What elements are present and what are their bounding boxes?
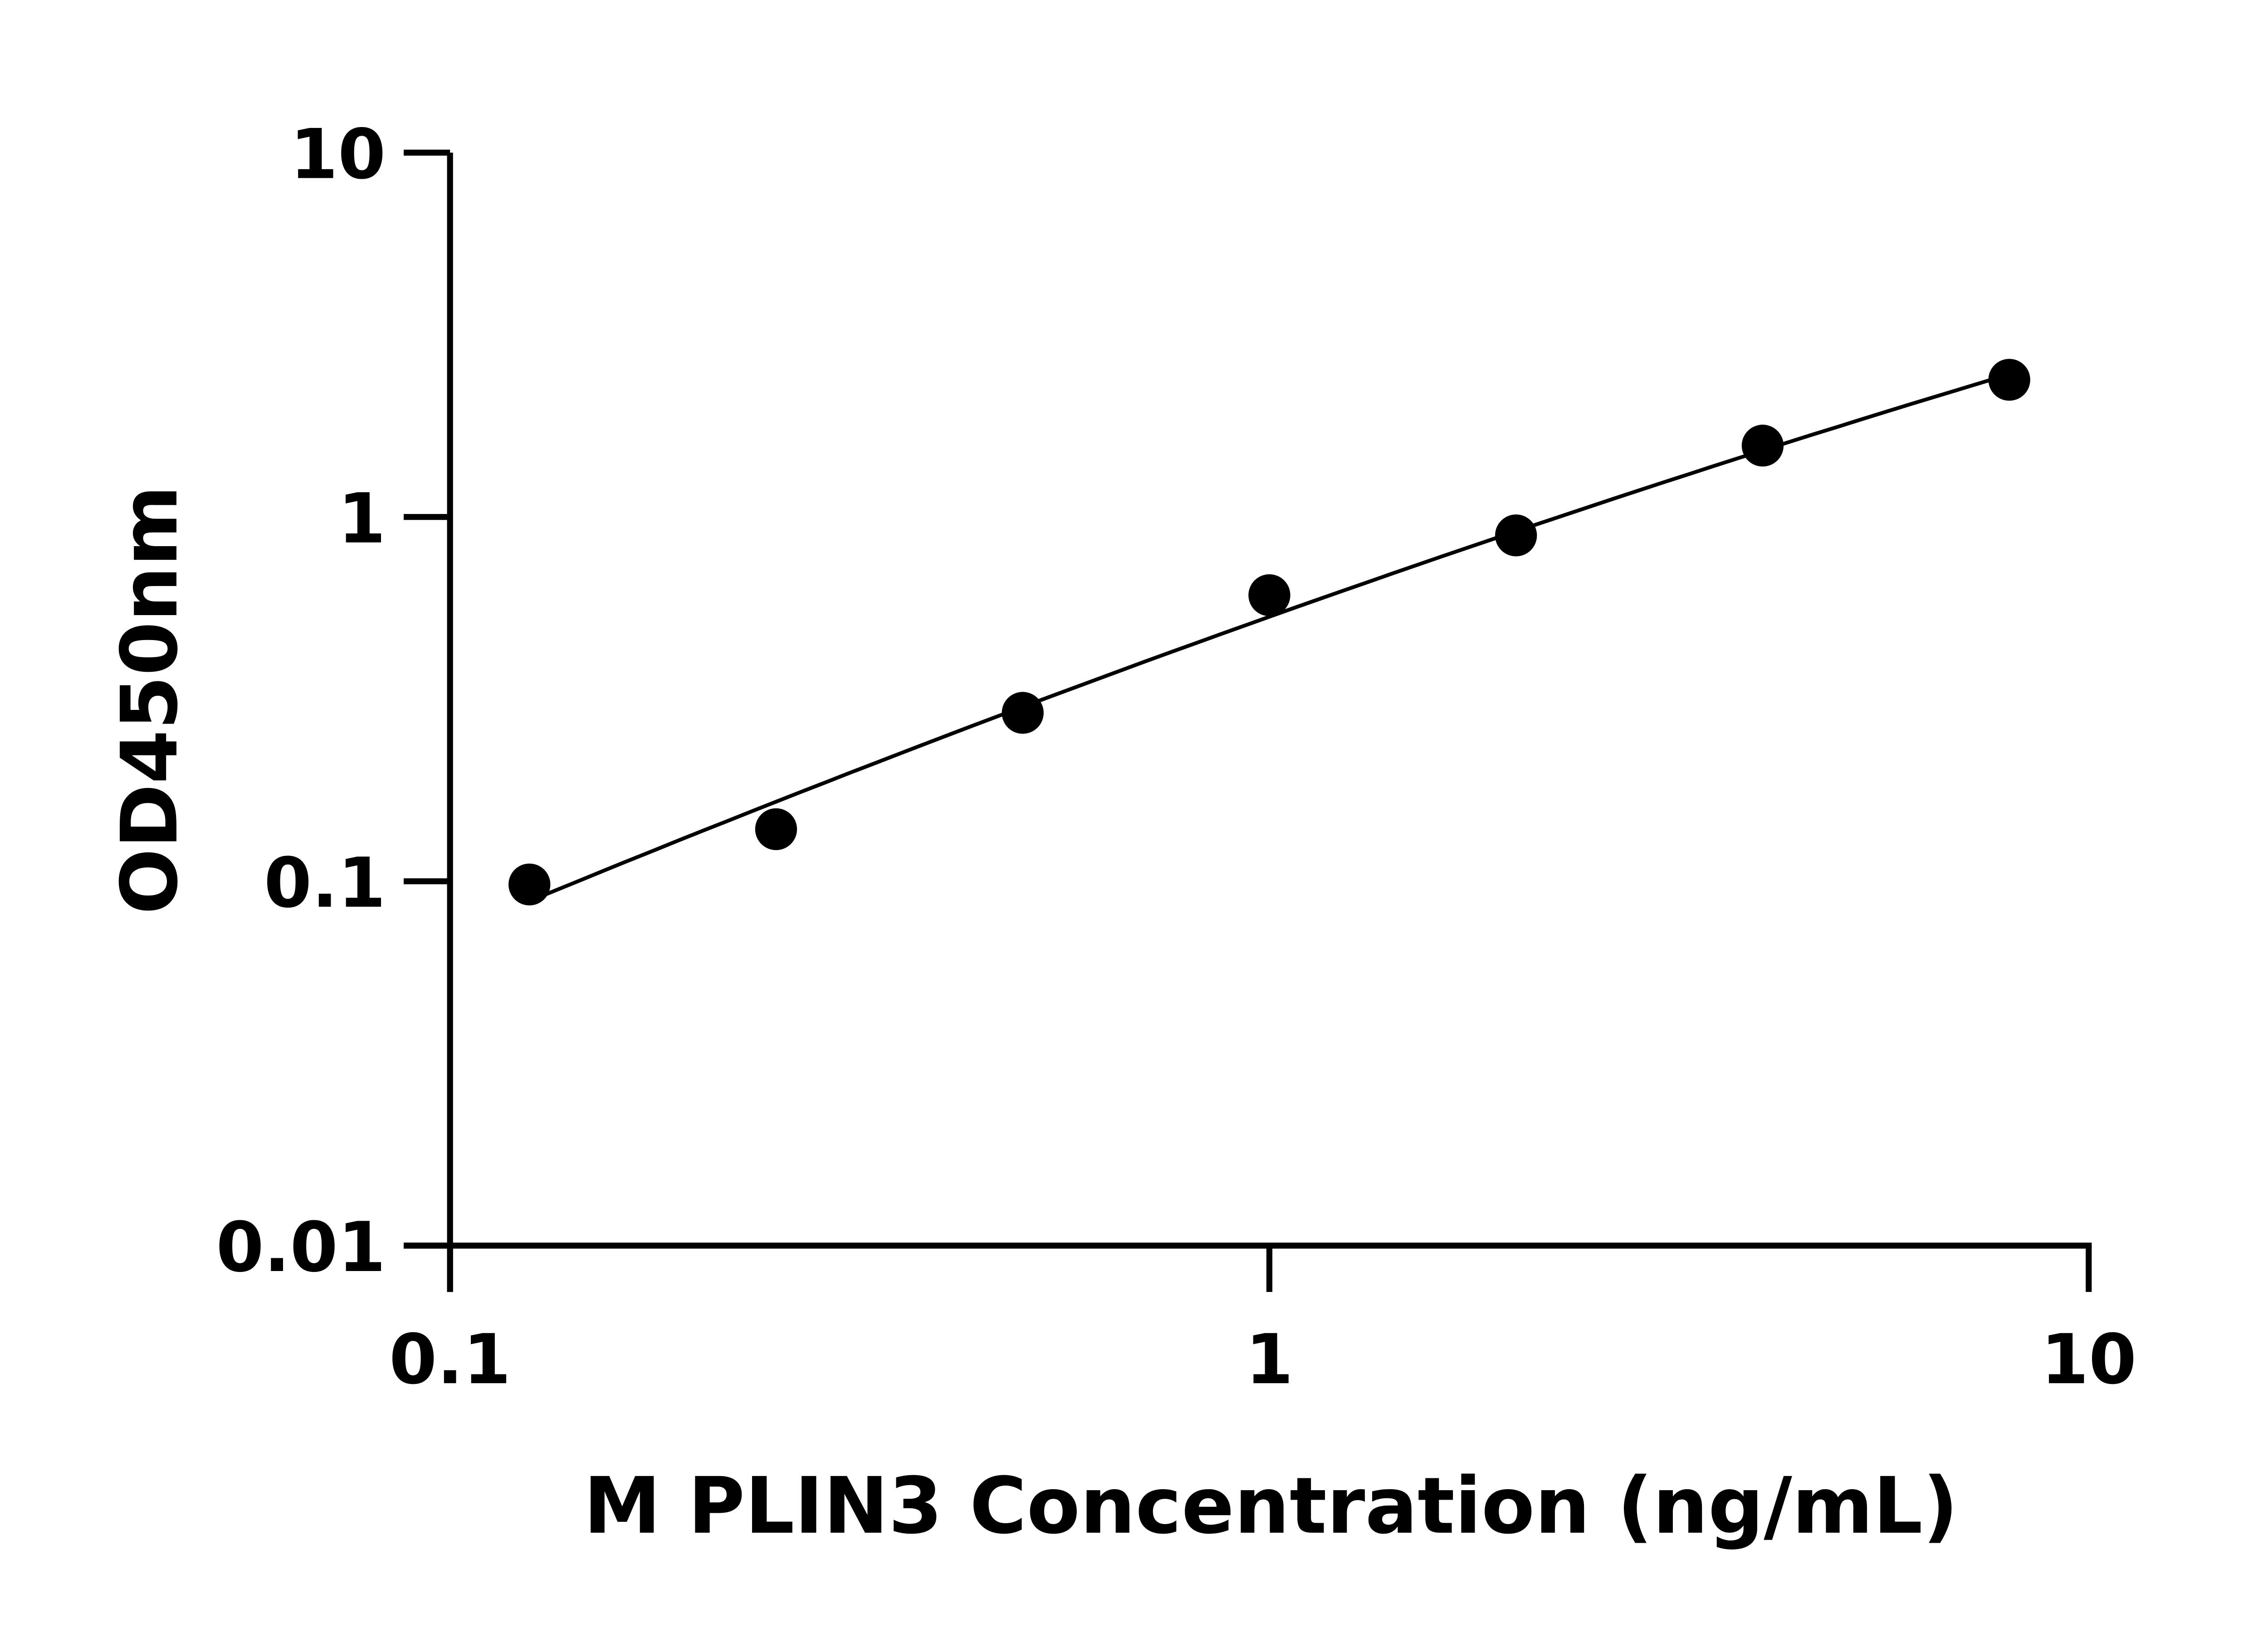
y-tick-label: 0.01	[216, 1207, 386, 1287]
data-point	[508, 863, 551, 906]
x-tick-label: 10	[2041, 1319, 2136, 1399]
x-axis-label: M PLIN3 Concentration (ng/mL)	[583, 1461, 1958, 1551]
y-axis-label: OD450nm	[105, 485, 195, 914]
data-point	[1495, 514, 1537, 557]
data-point	[1248, 574, 1290, 616]
y-tick-label: 10	[290, 114, 386, 195]
fit-line	[528, 372, 2010, 903]
data-point	[755, 808, 797, 851]
x-tick-label: 0.1	[389, 1319, 511, 1399]
data-point	[1988, 359, 2030, 401]
x-tick-label: 1	[1246, 1319, 1294, 1399]
axes	[403, 152, 2092, 1292]
data-point	[1002, 692, 1044, 734]
y-tick-label: 0.1	[264, 843, 386, 923]
data-point	[1741, 425, 1784, 467]
y-tick-label: 1	[338, 479, 386, 559]
